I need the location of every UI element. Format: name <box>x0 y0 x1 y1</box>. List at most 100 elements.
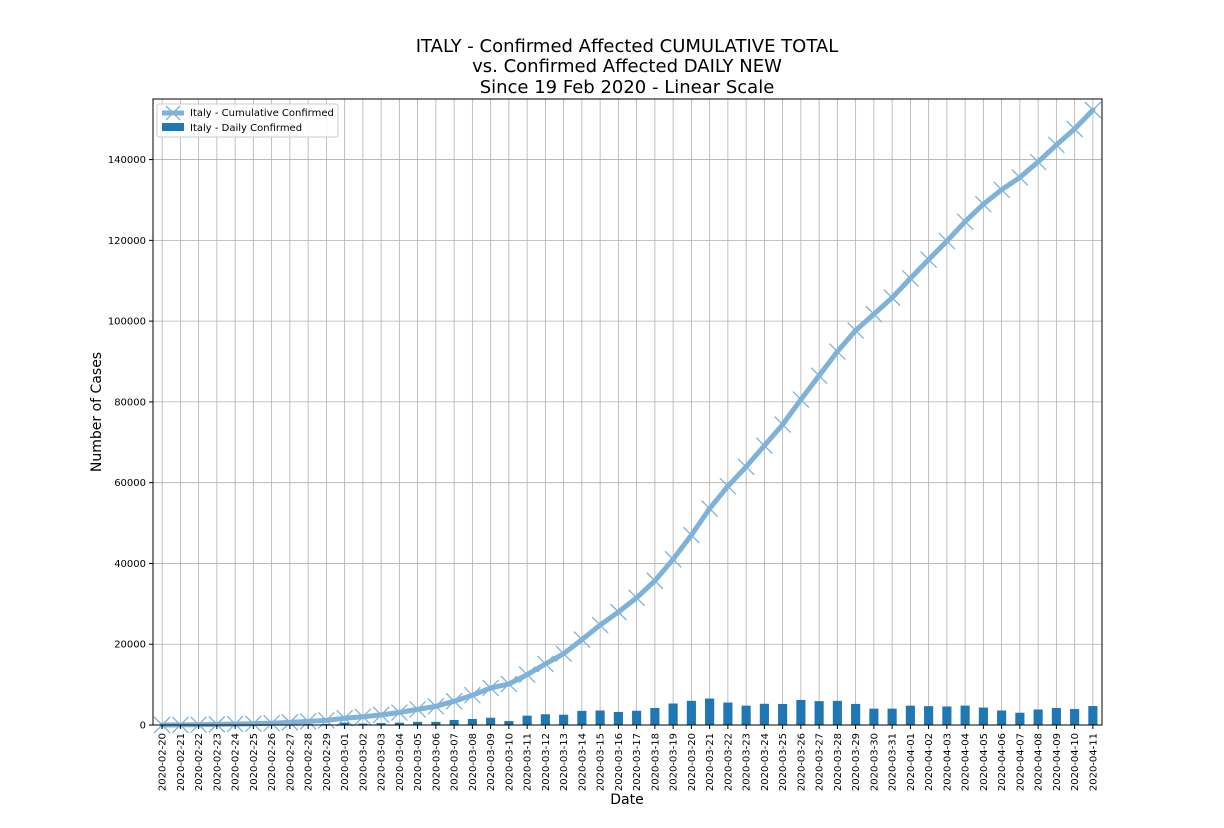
x-tick-label: 2020-03-24 <box>760 733 771 791</box>
x-tick-label: 2020-03-26 <box>796 733 807 791</box>
x-tick-label: 2020-03-27 <box>815 733 826 791</box>
x-tick-label: 2020-03-07 <box>450 733 461 791</box>
x-tick-label: 2020-03-15 <box>596 733 607 791</box>
x-tick-label: 2020-02-22 <box>194 733 205 791</box>
plot-frame <box>152 98 1103 726</box>
y-tick-label: 20000 <box>114 640 146 651</box>
cumulative-marker-2020-03-10 <box>500 675 518 693</box>
bar-daily-2020-03-22 <box>723 702 733 725</box>
chart-title-line-2: vs. Confirmed Affected DAILY NEW <box>472 56 782 77</box>
cumulative-marker-2020-04-01 <box>901 269 919 287</box>
x-tick-label: 2020-02-25 <box>249 733 260 791</box>
cumulative-marker-2020-04-03 <box>938 232 956 250</box>
x-tick-label: 2020-03-21 <box>705 733 716 791</box>
legend-item-daily: Italy - Daily Confirmed <box>162 123 302 134</box>
x-tick-label: 2020-04-09 <box>1052 733 1063 791</box>
bar-daily-2020-03-01 <box>340 722 350 725</box>
bar-daily-2020-03-02 <box>358 723 368 725</box>
x-tick-label: 2020-02-24 <box>231 733 242 791</box>
y-tick-label: 140000 <box>108 155 146 166</box>
x-tick-label: 2020-03-10 <box>504 733 515 791</box>
bar-daily-2020-03-25 <box>778 703 788 725</box>
bar-daily-2020-03-07 <box>449 719 459 725</box>
bar-daily-2020-03-11 <box>522 715 532 725</box>
bar-daily-2020-03-21 <box>705 698 715 725</box>
legend-label-daily: Italy - Daily Confirmed <box>190 123 302 134</box>
x-tick-label: 2020-03-14 <box>577 733 588 791</box>
cumulative-marker-2020-04-06 <box>993 181 1011 199</box>
cumulative-marker-2020-03-12 <box>536 655 554 673</box>
x-tick-label: 2020-04-08 <box>1034 733 1045 791</box>
bar-daily-2020-03-15 <box>595 710 605 725</box>
chart-title: ITALY - Confirmed Affected CUMULATIVE TO… <box>416 36 839 98</box>
x-tick-label: 2020-04-02 <box>924 733 935 791</box>
bar-daily-2020-03-19 <box>668 703 678 725</box>
bar-daily-2020-04-06 <box>997 710 1007 725</box>
x-tick-label: 2020-03-23 <box>742 733 753 791</box>
bar-daily-2020-03-03 <box>376 723 386 725</box>
cumulative-marker-2020-03-14 <box>573 631 591 649</box>
x-tick-label: 2020-03-08 <box>468 733 479 791</box>
bar-daily-2020-03-29 <box>851 703 861 725</box>
bar-daily-2020-03-14 <box>577 710 587 725</box>
cumulative-marker-2020-03-04 <box>390 704 408 721</box>
bar-daily-2020-03-24 <box>759 703 769 725</box>
bar-daily-2020-03-31 <box>887 708 897 725</box>
daily-bars <box>175 698 1098 725</box>
cumulative-marker-2020-02-26 <box>263 714 281 732</box>
bar-daily-2020-04-09 <box>1051 708 1061 725</box>
bar-daily-2020-04-11 <box>1088 706 1098 725</box>
bar-daily-2020-03-09 <box>486 717 496 725</box>
bar-daily-2020-04-01 <box>905 705 915 725</box>
cumulative-marker-2020-03-08 <box>463 686 481 704</box>
bar-daily-2020-03-08 <box>467 718 477 725</box>
cumulative-marker-2020-03-29 <box>847 322 865 339</box>
cumulative-marker-2020-02-23 <box>208 715 226 733</box>
bar-daily-2020-03-30 <box>869 708 879 725</box>
cumulative-marker-2020-03-11 <box>518 666 536 684</box>
bar-daily-2020-04-10 <box>1070 709 1080 725</box>
cumulative-marker-2020-03-24 <box>755 437 773 455</box>
cumulative-marker-2020-03-13 <box>555 645 573 663</box>
x-tick-label: 2020-04-06 <box>997 733 1008 791</box>
bar-daily-2020-03-27 <box>814 701 824 725</box>
x-tick-label: 2020-03-09 <box>486 733 497 791</box>
x-axis-ticks: 2020-02-20 2020-02-21 2020-02-22 2020-02-23… <box>158 725 1099 791</box>
cumulative-marker-2020-04-04 <box>956 213 974 231</box>
cumulative-marker-2020-03-02 <box>354 708 372 726</box>
x-tick-label: 2020-02-23 <box>212 733 223 791</box>
cumulative-marker-2020-04-08 <box>1029 153 1047 171</box>
bar-daily-2020-03-10 <box>504 721 514 725</box>
legend-label-cumulative: Italy - Cumulative Confirmed <box>190 108 334 119</box>
x-tick-label: 2020-02-26 <box>267 733 278 791</box>
x-tick-label: 2020-03-13 <box>559 733 570 791</box>
cumulative-line <box>159 107 1096 728</box>
cumulative-marker-2020-04-10 <box>1066 120 1084 138</box>
bar-daily-2020-03-13 <box>559 714 569 725</box>
x-tick-label: 2020-03-01 <box>340 733 351 791</box>
x-tick-label: 2020-04-07 <box>1015 733 1026 791</box>
cumulative-marker-2020-04-09 <box>1047 136 1065 154</box>
legend-bar-swatch <box>162 123 184 131</box>
y-axis-label: Number of Cases <box>89 352 105 472</box>
cumulative-marker-2020-04-05 <box>974 195 992 213</box>
cumulative-marker-2020-03-30 <box>865 305 883 323</box>
legend-item-cumulative: Italy - Cumulative Confirmed <box>162 105 334 121</box>
y-axis-ticks: 0 20000 40000 60000 80000 100000 120000 140000 <box>108 155 153 732</box>
x-tick-label: 2020-03-12 <box>541 733 552 791</box>
cumulative-marker-2020-03-07 <box>445 692 463 710</box>
y-tick-label: 80000 <box>114 397 146 408</box>
bar-daily-2020-04-05 <box>978 707 988 725</box>
x-tick-label: 2020-04-01 <box>906 733 917 791</box>
x-tick-label: 2020-03-30 <box>869 733 880 791</box>
bar-daily-2020-03-17 <box>632 710 642 725</box>
bar-daily-2020-03-04 <box>394 722 404 725</box>
x-tick-label: 2020-03-04 <box>395 733 406 791</box>
chart-title-line-1: ITALY - Confirmed Affected CUMULATIVE TO… <box>416 36 839 57</box>
cumulative-marker-2020-03-19 <box>664 550 682 568</box>
cumulative-marker-2020-03-05 <box>409 700 427 718</box>
cumulative-marker-2020-03-16 <box>609 603 627 621</box>
x-tick-label: 2020-03-28 <box>833 733 844 791</box>
cumulative-series-line <box>159 107 1096 728</box>
